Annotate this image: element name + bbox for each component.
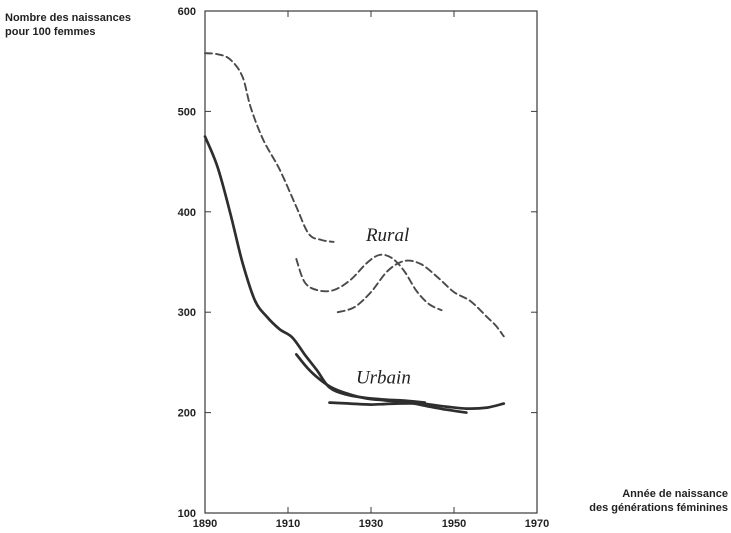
x-tick-label: 1970 [525, 518, 549, 530]
y-axis-title-line-2: pour 100 femmes [5, 26, 95, 38]
y-tick-label: 300 [178, 307, 196, 319]
x-tick-label: 1930 [359, 518, 383, 530]
rural-curve-1 [295, 253, 443, 312]
series-layer [203, 52, 506, 414]
plot-frame [204, 10, 538, 514]
urbain-curve-4 [294, 353, 468, 414]
y-tick-label: 400 [178, 207, 196, 219]
tick-labels: 100 200 300 400 500 600 1890 1910 1930 1950 1970 [178, 6, 550, 530]
urbain-curve-5 [328, 401, 506, 410]
x-axis-title-line-1: Année de naissance [622, 488, 728, 500]
x-tick-label: 1890 [193, 518, 217, 530]
x-tick-label: 1950 [442, 518, 466, 530]
urbain-curve-3 [203, 135, 427, 404]
y-tick-label: 100 [178, 508, 196, 520]
series-label-urbain: Urbain [356, 368, 411, 389]
y-axis-title-line-1: Nombre des naissances [5, 12, 131, 24]
series-label-rural: Rural [365, 225, 409, 246]
rural-curve-0 [204, 52, 335, 243]
x-axis-title-line-2: des générations féminines [589, 502, 728, 514]
axis-ticks [204, 10, 538, 514]
y-tick-label: 600 [178, 6, 196, 18]
rural-curve-2 [336, 259, 505, 338]
y-tick-label: 500 [178, 106, 196, 118]
y-tick-label: 200 [178, 408, 196, 420]
x-tick-label: 1910 [276, 518, 300, 530]
